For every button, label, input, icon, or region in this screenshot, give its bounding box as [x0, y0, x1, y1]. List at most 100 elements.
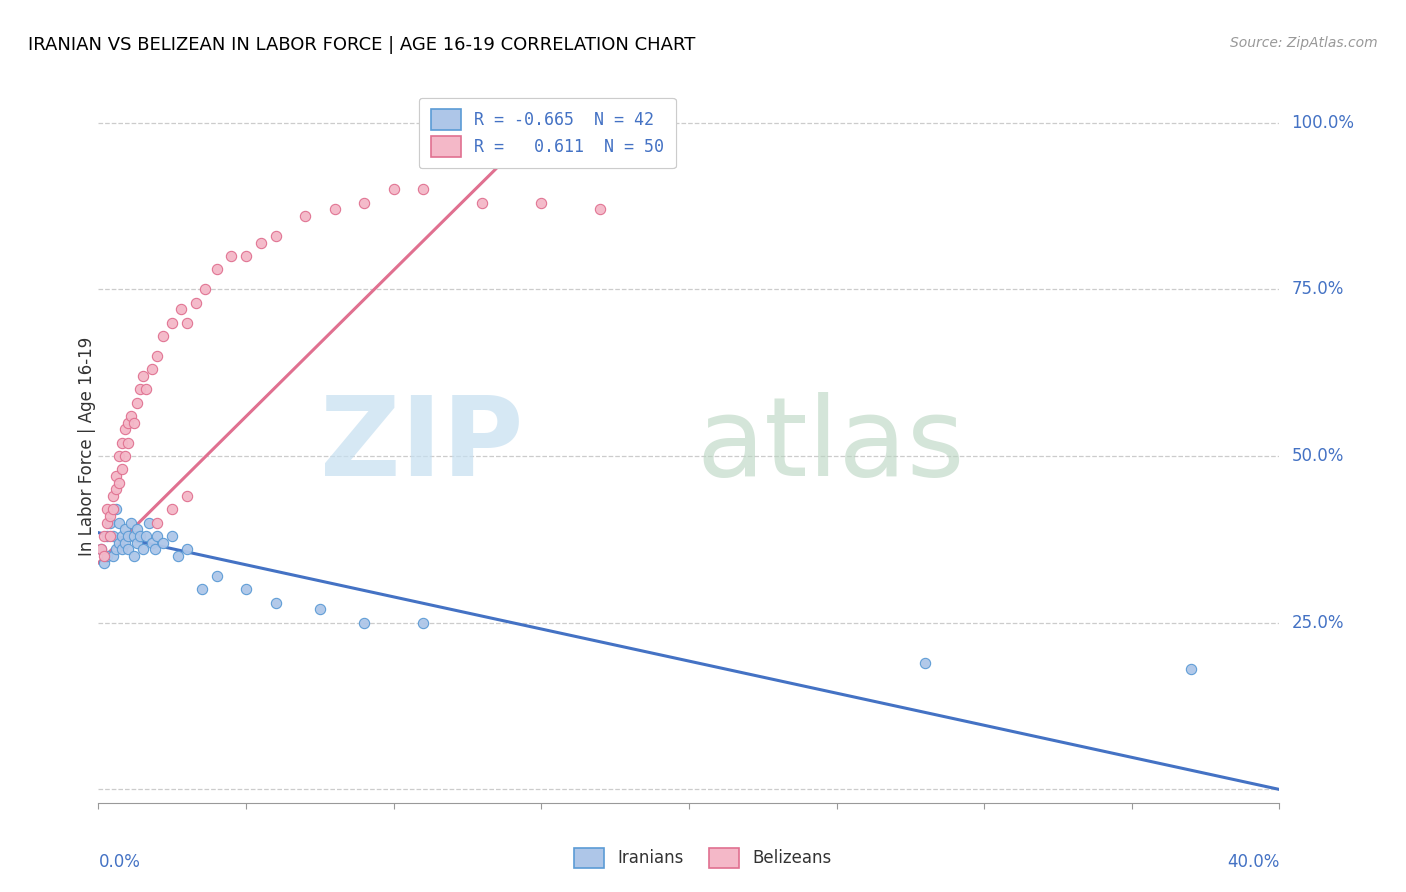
Point [114, 449, 136, 463]
Point [176, 316, 198, 330]
Point [98, 516, 121, 530]
Point [323, 202, 346, 217]
Point [141, 535, 163, 549]
Point [120, 409, 142, 423]
Y-axis label: In Labor Force | Age 16-19: In Labor Force | Age 16-19 [79, 336, 96, 556]
Point [103, 502, 125, 516]
Point [103, 549, 125, 563]
Point [90, 542, 112, 557]
Text: 40.0%: 40.0% [1227, 853, 1279, 871]
Point [152, 535, 174, 549]
Point [152, 329, 174, 343]
Point [619, 149, 641, 163]
Point [194, 282, 217, 296]
Point [96, 529, 118, 543]
Point [105, 483, 128, 497]
Point [235, 582, 257, 597]
Point [205, 569, 228, 583]
Point [96, 549, 118, 563]
Text: 50.0%: 50.0% [1291, 447, 1344, 465]
Point [382, 182, 405, 196]
Point [120, 516, 142, 530]
Point [143, 542, 166, 557]
Legend: R = -0.665  N = 42, R =   0.611  N = 50: R = -0.665 N = 42, R = 0.611 N = 50 [419, 97, 675, 169]
Point [530, 195, 553, 210]
Point [105, 502, 128, 516]
Point [141, 362, 163, 376]
Point [122, 549, 145, 563]
Point [176, 489, 198, 503]
Point [170, 302, 193, 317]
Point [125, 535, 148, 549]
Point [235, 249, 257, 263]
Point [96, 516, 118, 530]
Point [108, 535, 131, 549]
Point [98, 509, 121, 524]
Point [111, 435, 134, 450]
Point [93, 549, 115, 563]
Point [167, 549, 190, 563]
Point [589, 202, 612, 217]
Point [1180, 662, 1202, 676]
Point [138, 516, 160, 530]
Point [98, 529, 121, 543]
Point [294, 209, 316, 223]
Point [412, 615, 434, 630]
Point [135, 529, 157, 543]
Point [93, 556, 115, 570]
Point [219, 249, 242, 263]
Point [105, 542, 128, 557]
Point [125, 522, 148, 536]
Point [146, 349, 169, 363]
Text: ZIP: ZIP [321, 392, 523, 500]
Point [111, 462, 134, 476]
Point [108, 516, 131, 530]
Point [108, 475, 131, 490]
Text: 25.0%: 25.0% [1291, 614, 1344, 632]
Point [125, 395, 148, 409]
Point [309, 602, 332, 616]
Point [114, 422, 136, 436]
Point [914, 656, 936, 670]
Text: Source: ZipAtlas.com: Source: ZipAtlas.com [1230, 36, 1378, 50]
Point [264, 596, 287, 610]
Text: atlas: atlas [696, 392, 965, 500]
Point [191, 582, 214, 597]
Point [176, 542, 198, 557]
Point [128, 382, 150, 396]
Point [117, 416, 139, 430]
Point [135, 382, 157, 396]
Point [103, 489, 125, 503]
Point [90, 542, 112, 557]
Point [122, 416, 145, 430]
Point [353, 195, 375, 210]
Point [114, 535, 136, 549]
Point [250, 235, 273, 250]
Point [103, 529, 125, 543]
Point [122, 529, 145, 543]
Text: 100.0%: 100.0% [1291, 113, 1354, 131]
Point [412, 182, 434, 196]
Point [114, 522, 136, 536]
Point [132, 368, 155, 383]
Point [111, 529, 134, 543]
Text: 0.0%: 0.0% [98, 853, 141, 871]
Point [162, 502, 183, 516]
Point [264, 228, 287, 243]
Point [162, 316, 183, 330]
Point [117, 529, 139, 543]
Point [128, 529, 150, 543]
Point [111, 542, 134, 557]
Legend: Iranians, Belizeans: Iranians, Belizeans [568, 841, 838, 875]
Point [184, 295, 207, 310]
Point [105, 469, 128, 483]
Point [117, 542, 139, 557]
Point [96, 502, 118, 516]
Point [353, 615, 375, 630]
Text: IRANIAN VS BELIZEAN IN LABOR FORCE | AGE 16-19 CORRELATION CHART: IRANIAN VS BELIZEAN IN LABOR FORCE | AGE… [28, 36, 696, 54]
Point [93, 529, 115, 543]
Point [162, 529, 183, 543]
Point [146, 516, 169, 530]
Text: 75.0%: 75.0% [1291, 280, 1344, 298]
Point [205, 262, 228, 277]
